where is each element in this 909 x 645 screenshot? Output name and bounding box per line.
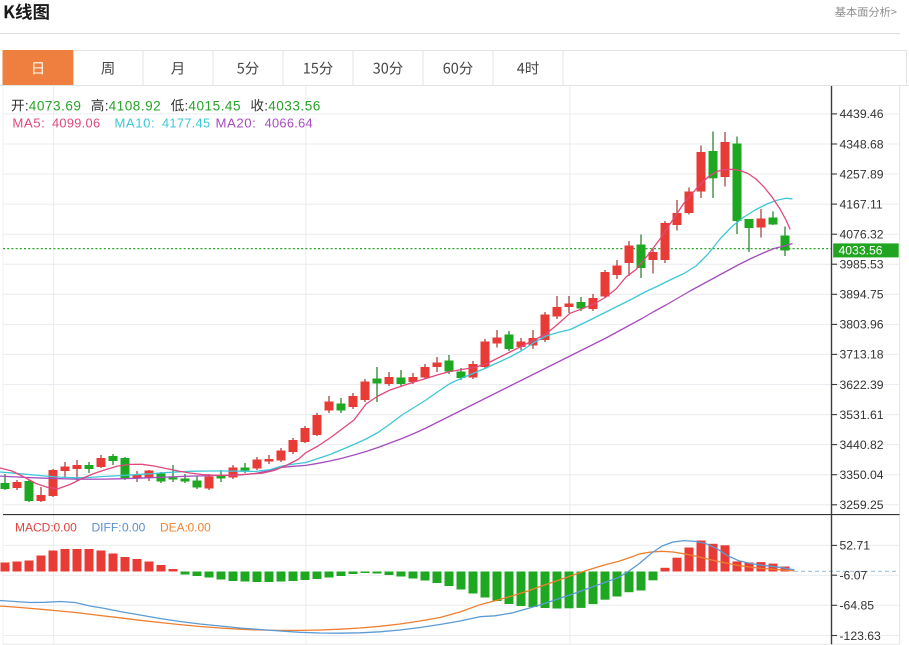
svg-text:3259.25: 3259.25 <box>840 498 884 512</box>
svg-text:-64.85: -64.85 <box>840 599 875 613</box>
svg-text:4257.89: 4257.89 <box>840 167 884 181</box>
svg-text:DIFF:: DIFF: <box>92 520 122 534</box>
svg-text:4073.69: 4073.69 <box>29 98 82 113</box>
svg-text:3985.53: 3985.53 <box>840 258 884 272</box>
svg-text:MA20:: MA20: <box>216 116 257 131</box>
svg-text:3350.04: 3350.04 <box>840 468 884 482</box>
svg-text:4177.45: 4177.45 <box>162 116 210 131</box>
svg-text:0.00: 0.00 <box>122 520 146 534</box>
svg-text:4108.92: 4108.92 <box>109 98 162 113</box>
svg-text:MACD:: MACD: <box>15 520 54 534</box>
svg-text::: : <box>185 98 189 113</box>
svg-text:3622.39: 3622.39 <box>840 378 884 392</box>
svg-text:-123.63: -123.63 <box>840 629 882 643</box>
svg-text::: : <box>105 98 109 113</box>
svg-text:4099.06: 4099.06 <box>52 116 100 131</box>
svg-text:4348.68: 4348.68 <box>840 137 884 151</box>
svg-text:0.00: 0.00 <box>54 520 78 534</box>
svg-text:3531.61: 3531.61 <box>840 408 884 422</box>
svg-text:4066.64: 4066.64 <box>265 116 313 131</box>
svg-text:DEA:: DEA: <box>160 520 188 534</box>
svg-text:0.00: 0.00 <box>188 520 212 534</box>
svg-text:MA5:: MA5: <box>12 116 45 131</box>
svg-text:4439.46: 4439.46 <box>840 107 884 121</box>
svg-text:4033.56: 4033.56 <box>268 98 321 113</box>
svg-text:4167.11: 4167.11 <box>840 197 883 211</box>
svg-text:3803.96: 3803.96 <box>840 318 884 332</box>
svg-text:-6.07: -6.07 <box>840 569 868 583</box>
svg-text:3440.82: 3440.82 <box>840 438 884 452</box>
svg-text:4033.56: 4033.56 <box>839 244 883 258</box>
svg-text:4076.32: 4076.32 <box>840 228 884 242</box>
svg-text:3894.75: 3894.75 <box>840 288 884 302</box>
svg-text:52.71: 52.71 <box>840 539 871 553</box>
svg-text::: : <box>264 98 268 113</box>
svg-text:MA10:: MA10: <box>114 116 155 131</box>
svg-text:3713.18: 3713.18 <box>840 348 884 362</box>
svg-text:4015.45: 4015.45 <box>188 98 241 113</box>
svg-text::: : <box>25 98 29 113</box>
